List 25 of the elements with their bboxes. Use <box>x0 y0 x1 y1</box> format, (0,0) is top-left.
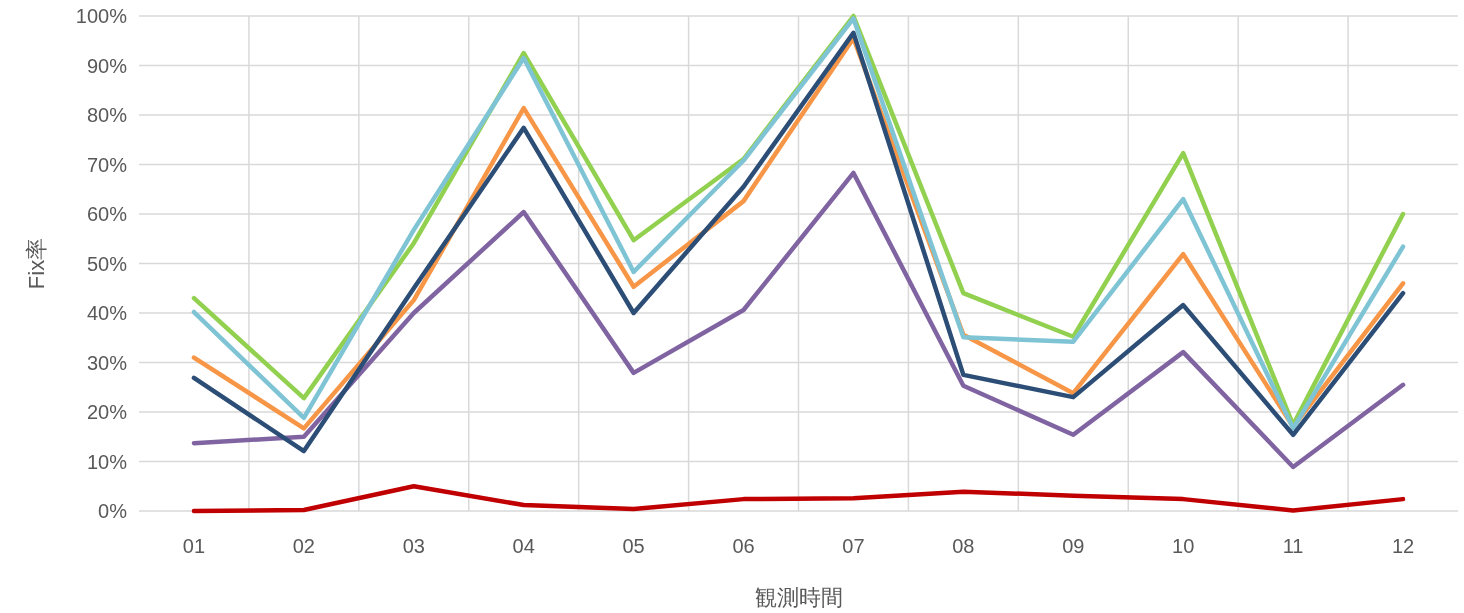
x-tick-label: 07 <box>842 535 865 557</box>
x-tick-label: 03 <box>402 535 425 557</box>
x-tick-label: 04 <box>512 535 535 557</box>
x-tick-label: 09 <box>1062 535 1085 557</box>
x-tick-label: 06 <box>732 535 755 557</box>
y-tick-label: 50% <box>86 252 128 275</box>
y-tick-label: 10% <box>86 450 128 473</box>
y-tick-label: 80% <box>86 104 128 126</box>
x-tick-label: 05 <box>622 535 645 557</box>
y-tick-label: 100% <box>75 5 128 27</box>
x-tick-label: 12 <box>1391 535 1415 557</box>
y-tick-label: 90% <box>86 54 128 77</box>
y-tick-label: 0% <box>98 500 128 522</box>
y-tick-label: 40% <box>86 302 128 324</box>
xlabel: 観測時間 <box>754 585 843 610</box>
x-tick-label: 02 <box>292 535 315 557</box>
y-tick-label: 20% <box>86 401 128 423</box>
ylabel: Fix率 <box>23 237 49 290</box>
y-tick-label: 60% <box>86 203 128 225</box>
y-tick-label: 30% <box>86 351 128 374</box>
y-tick-label: 70% <box>86 153 128 176</box>
x-tick-label: 10 <box>1172 535 1195 557</box>
x-tick-label: 01 <box>182 535 206 557</box>
x-tick-label: 11 <box>1282 535 1304 557</box>
x-tick-label: 08 <box>952 535 975 557</box>
